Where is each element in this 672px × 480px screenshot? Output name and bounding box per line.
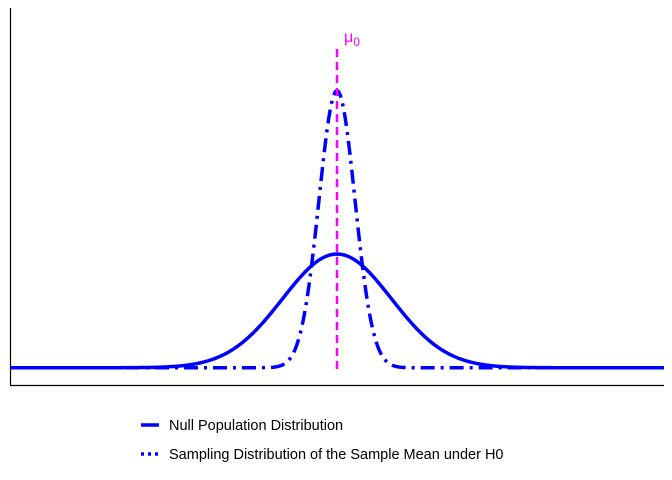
legend-label-sampling-distribution: Sampling Distribution of the Sample Mean… — [169, 447, 503, 463]
legend: Null Population Distribution Sampling Di… — [141, 418, 503, 463]
mu0-label: μ0 — [344, 29, 360, 49]
reference-line-group: μ0 — [335, 29, 360, 371]
legend-label-null-population: Null Population Distribution — [169, 418, 343, 434]
axes — [9, 8, 664, 387]
legend-item-null-population: Null Population Distribution — [141, 418, 343, 434]
mu-subscript: 0 — [353, 35, 360, 49]
mu-symbol: μ — [344, 29, 353, 46]
legend-item-sampling-distribution: Sampling Distribution of the Sample Mean… — [141, 447, 503, 463]
